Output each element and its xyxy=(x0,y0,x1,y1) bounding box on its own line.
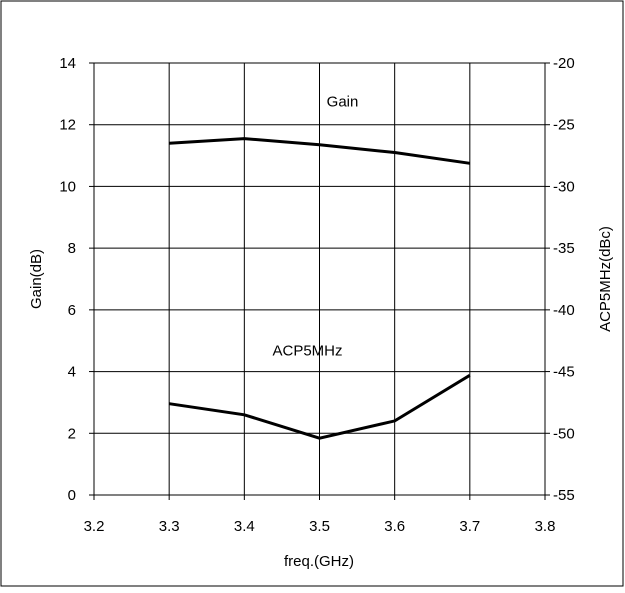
x-tick-label: 3.5 xyxy=(309,518,330,535)
y-left-tick-label: 6 xyxy=(68,302,76,319)
x-axis-label: freq.(GHz) xyxy=(284,553,354,570)
y-left-tick-label: 2 xyxy=(68,425,76,442)
y-left-tick-label: 10 xyxy=(59,178,76,195)
y-left-tick-label: 8 xyxy=(68,240,76,257)
series-label-acp5mhz: ACP5MHz xyxy=(272,342,342,359)
y-right-tick-label: -20 xyxy=(553,55,575,72)
y-left-tick-label: 4 xyxy=(68,364,76,381)
y-right-tick-label: -55 xyxy=(553,487,575,504)
series-label-gain: Gain xyxy=(327,94,359,111)
x-tick-label: 3.7 xyxy=(459,518,480,535)
y-right-tick-label: -25 xyxy=(553,117,575,134)
y-axis-label-right: ACP5MHz(dBc) xyxy=(597,226,614,332)
y-right-tick-label: -45 xyxy=(553,364,575,381)
y-right-tick-label: -40 xyxy=(553,302,575,319)
x-tick-label: 3.6 xyxy=(384,518,405,535)
x-tick-label: 3.3 xyxy=(159,518,180,535)
y-right-tick-label: -50 xyxy=(553,425,575,442)
y-left-tick-label: 14 xyxy=(59,55,76,72)
x-tick-label: 3.4 xyxy=(234,518,255,535)
y-axis-label-left: Gain(dB) xyxy=(28,249,45,309)
x-tick-label: 3.8 xyxy=(535,518,556,535)
y-left-tick-label: 0 xyxy=(68,487,76,504)
x-tick-label: 3.2 xyxy=(84,518,105,535)
y-right-tick-label: -35 xyxy=(553,240,575,257)
y-left-tick-label: 12 xyxy=(59,117,76,134)
y-right-tick-label: -30 xyxy=(553,178,575,195)
